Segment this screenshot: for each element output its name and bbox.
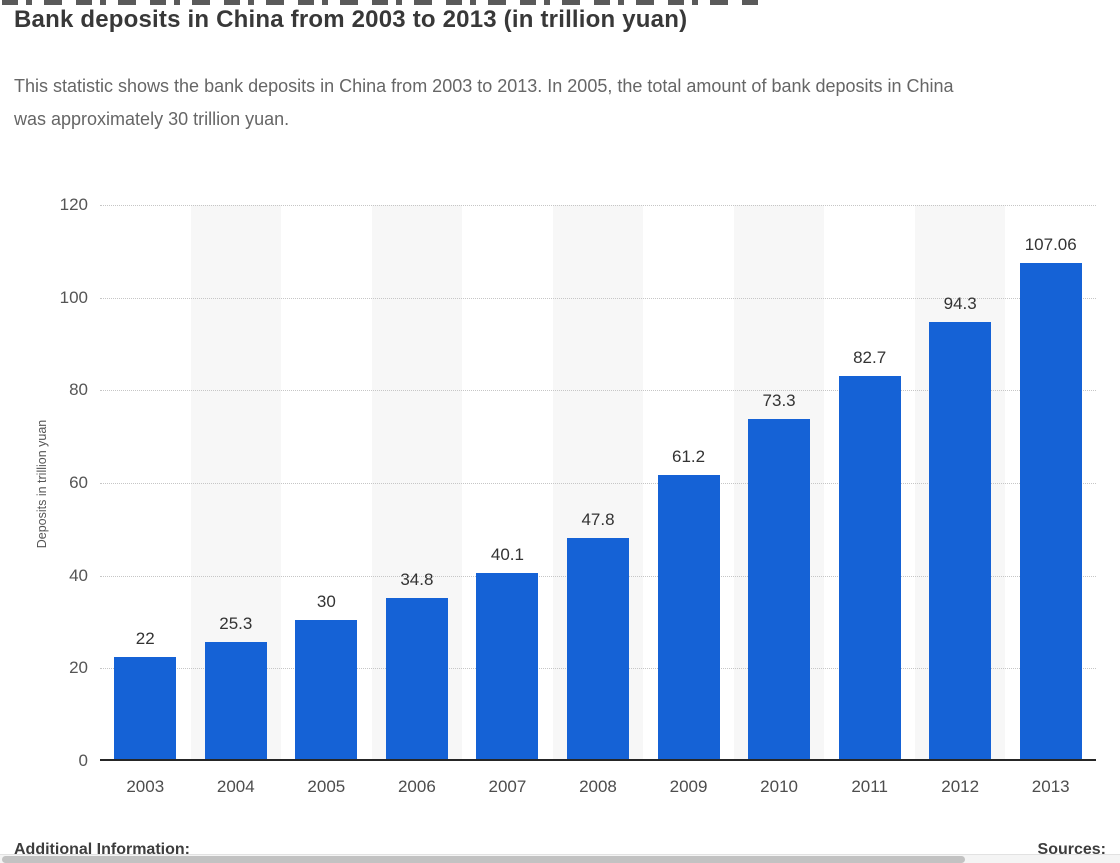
chart-description: This statistic shows the bank deposits i… <box>14 70 1106 136</box>
value-label-2003: 22 <box>135 629 155 649</box>
y-tick-label-20: 20 <box>69 658 88 678</box>
bar-2005[interactable] <box>295 620 358 759</box>
x-axis-label-2006: 2006 <box>397 777 436 796</box>
value-label-2010: 73.3 <box>762 391 796 411</box>
gridline-100 <box>100 297 1096 299</box>
horizontal-scrollbar[interactable] <box>0 854 1120 863</box>
x-axis-label-2005: 2005 <box>307 777 346 796</box>
additional-information-label[interactable]: Additional Information: <box>14 841 190 858</box>
y-axis-ticks: 0 20 40 60 80 100 120 <box>0 196 88 770</box>
bar-2009[interactable] <box>657 475 720 759</box>
bar-2006[interactable] <box>385 597 448 759</box>
x-axis-label-2009: 2009 <box>669 777 708 796</box>
plot-area: 22 2003 25.3 2004 30 2005 34.8 2006 40.1 2007 47.8… <box>100 205 1096 796</box>
bar-2004[interactable] <box>204 641 267 759</box>
gridline-80 <box>100 390 1096 392</box>
value-label-2009: 61.2 <box>671 447 706 467</box>
y-tick-label-40: 40 <box>69 565 88 585</box>
bar-2010[interactable] <box>748 419 811 759</box>
bar-2003[interactable] <box>114 657 177 759</box>
y-tick-label-0: 0 <box>78 751 88 770</box>
value-label-2008: 47.8 <box>581 509 615 529</box>
x-axis-label-2007: 2007 <box>488 777 527 796</box>
y-tick-label-60: 60 <box>69 473 88 492</box>
value-label-2012: 94.3 <box>943 294 977 314</box>
x-axis-label-2012: 2012 <box>941 777 980 796</box>
bar-2007[interactable] <box>476 573 539 759</box>
bar-2011[interactable] <box>838 375 901 759</box>
x-axis-label-2004: 2004 <box>216 777 255 796</box>
y-tick-label-100: 100 <box>59 287 88 307</box>
x-axis-label-2008: 2008 <box>579 777 617 796</box>
gridline-60 <box>100 483 1096 484</box>
value-label-2013: 107.06 <box>1024 234 1077 254</box>
bar-2008[interactable] <box>567 537 629 759</box>
value-label-2004: 25.3 <box>219 613 253 633</box>
sources-label[interactable]: Sources: <box>1037 841 1106 858</box>
description-line-1: This statistic shows the bank deposits i… <box>14 76 954 96</box>
x-axis-label-2013: 2013 <box>1031 777 1070 796</box>
bar-2013[interactable] <box>1019 262 1082 759</box>
bar-2012[interactable] <box>929 322 992 759</box>
x-axis-label-2010: 2010 <box>760 777 798 796</box>
page-title: Bank deposits in China from 2003 to 2013… <box>14 6 688 33</box>
clipped-text-above <box>2 0 760 5</box>
description-line-2: was approximately 30 trillion yuan. <box>14 109 290 129</box>
y-tick-label-80: 80 <box>69 380 88 400</box>
gridline-120 <box>100 205 1096 206</box>
scrollbar-thumb[interactable] <box>2 856 965 863</box>
x-axis-label-2011: 2011 <box>851 777 888 796</box>
value-label-2011: 82.7 <box>853 347 887 367</box>
x-axis-label-2003: 2003 <box>126 777 165 796</box>
value-label-2007: 40.1 <box>490 545 524 565</box>
value-label-2005: 30 <box>316 592 336 611</box>
value-label-2006: 34.8 <box>400 569 434 589</box>
y-tick-label-120: 120 <box>59 195 88 214</box>
